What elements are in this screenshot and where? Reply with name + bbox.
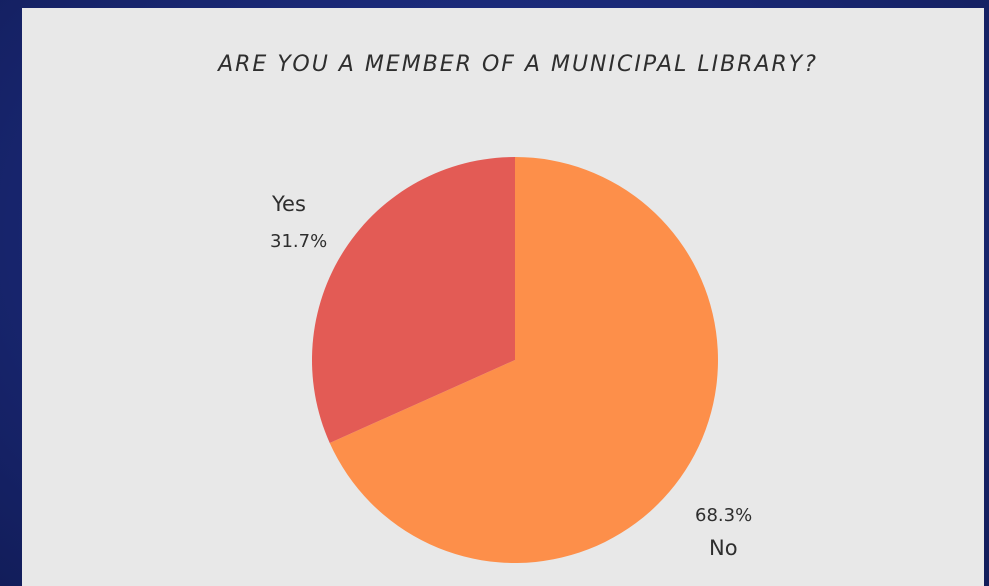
slice-label-yes: Yes (272, 192, 306, 216)
slice-label-no: No (709, 536, 738, 560)
chart-title: ARE YOU A MEMBER OF A MUNICIPAL LIBRARY? (218, 52, 818, 77)
pie-slice-yes (311, 157, 515, 443)
slice-value-yes: 31.7% (270, 231, 328, 252)
pie-slice-no (329, 157, 718, 563)
slice-value-no: 68.3% (695, 505, 753, 526)
